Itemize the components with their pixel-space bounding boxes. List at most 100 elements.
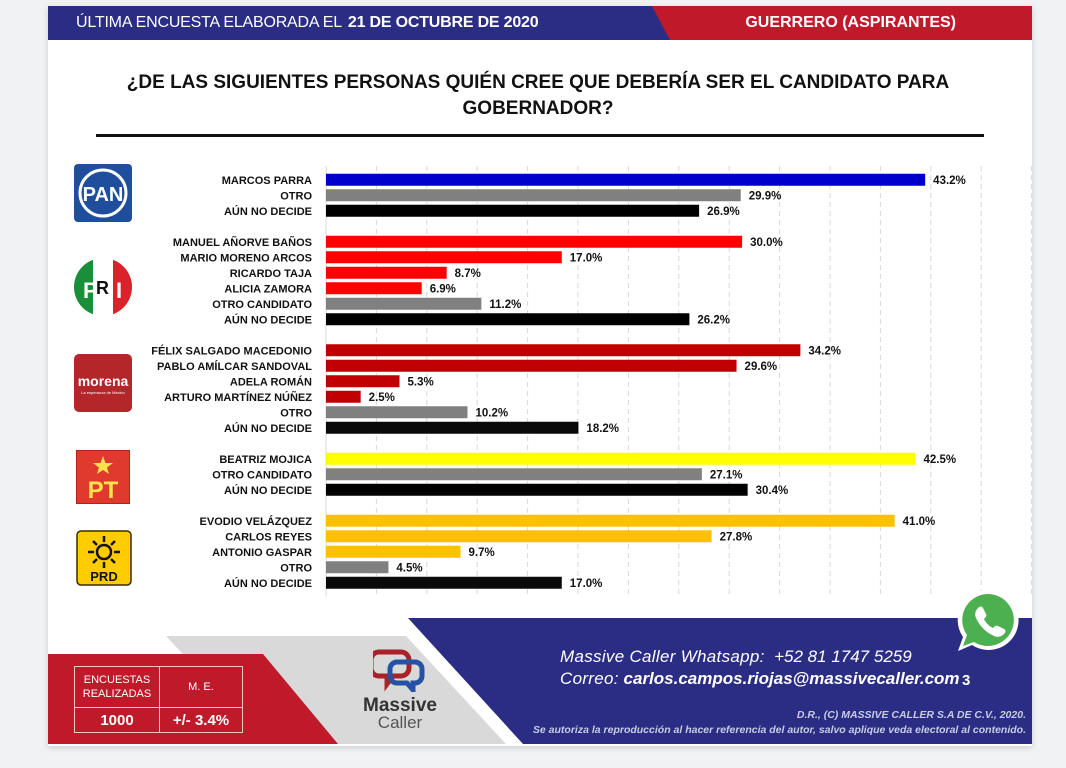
category-label: BEATRIZ MOJICA: [219, 454, 312, 466]
bar: [326, 375, 400, 388]
svg-text:R: R: [96, 278, 109, 298]
surveys-label: ENCUESTAS REALIZADAS: [74, 666, 160, 708]
category-label: FÉLIX SALGADO MACEDONIO: [151, 344, 312, 357]
category-label: ALICIA ZAMORA: [224, 283, 312, 295]
header-bar: ÚLTIMA ENCUESTA ELABORADA EL 21 DE OCTUBR…: [48, 6, 1032, 40]
group-pan: MARCOS PARRA 43.2% OTRO 29.9% AÚN NO DECIDE 2…: [222, 173, 966, 218]
data-label: 43.2%: [933, 175, 966, 187]
whatsapp-number[interactable]: +52 81 1747 5259: [774, 647, 912, 666]
category-label: AÚN NO DECIDE: [224, 484, 312, 497]
category-label: MANUEL AÑORVE BAÑOS: [173, 236, 312, 249]
data-label: 26.9%: [707, 206, 740, 218]
svg-text:morena: morena: [78, 373, 129, 389]
data-label: 2.5%: [369, 392, 395, 404]
brand-name-line1: Massive: [363, 695, 437, 716]
bar: [326, 297, 482, 310]
category-label: AÚN NO DECIDE: [224, 205, 312, 218]
email-label: Correo:: [560, 669, 619, 688]
data-label: 41.0%: [903, 516, 936, 528]
data-label: 30.0%: [750, 237, 783, 249]
bar: [326, 514, 895, 527]
bar: [326, 266, 447, 279]
survey-stats-table: ENCUESTAS REALIZADAS M. E. 1000 +/- 3.4%: [74, 666, 243, 733]
slide: ÚLTIMA ENCUESTA ELABORADA EL 21 DE OCTUBR…: [48, 6, 1032, 746]
group-morena: FÉLIX SALGADO MACEDONIO 34.2% PABLO AMÍLCA…: [151, 344, 841, 435]
header-red-tab: [652, 6, 1032, 40]
data-label: 5.3%: [408, 376, 434, 388]
bar: [326, 173, 926, 186]
bar: [326, 545, 461, 558]
page-number: 3: [962, 672, 971, 689]
bar: [326, 235, 743, 248]
svg-text:PRD: PRD: [90, 569, 117, 584]
bar: [326, 452, 916, 465]
data-label: 8.7%: [455, 268, 481, 280]
category-label: ANTONIO GASPAR: [212, 547, 312, 559]
bar: [326, 483, 748, 496]
bar: [326, 282, 422, 295]
category-label: AÚN NO DECIDE: [224, 313, 312, 326]
brand-name-line2: Caller: [377, 713, 423, 732]
bar: [326, 530, 712, 543]
copyright-line: D.R., (C) MASSIVE CALLER S.A DE C.V., 20…: [796, 709, 1026, 721]
whatsapp-icon[interactable]: [952, 586, 1024, 658]
legal-notice: D.R., (C) MASSIVE CALLER S.A DE C.V., 20…: [533, 708, 1026, 738]
whatsapp-label: Massive Caller Whatsapp:: [560, 647, 765, 666]
morena-logo-icon: morena La esperanza de México: [74, 354, 132, 412]
survey-date-prefix: ÚLTIMA ENCUESTA ELABORADA EL: [76, 14, 342, 31]
massive-caller-logo: Massive Caller: [360, 648, 440, 731]
data-label: 30.4%: [756, 485, 789, 497]
category-label: AÚN NO DECIDE: [224, 577, 312, 590]
category-label: RICARDO TAJA: [230, 268, 312, 280]
data-label: 18.2%: [586, 423, 619, 435]
email-link[interactable]: carlos.campos.riojas@massivecaller.com: [623, 669, 960, 688]
data-label: 17.0%: [570, 252, 603, 264]
bar: [326, 561, 389, 574]
data-label: 27.1%: [710, 469, 743, 481]
survey-date-text: ÚLTIMA ENCUESTA ELABORADA EL 21 DE OCTUBR…: [76, 14, 539, 32]
surveys-value: 1000: [74, 707, 160, 733]
pt-logo-icon: PT: [76, 450, 130, 504]
category-label: PABLO AMÍLCAR SANDOVAL: [157, 360, 312, 373]
category-label: OTRO: [280, 407, 312, 419]
group-prd: EVODIO VELÁZQUEZ 41.0% CARLOS REYES 27.8% AN…: [200, 514, 936, 590]
data-label: 26.2%: [697, 314, 730, 326]
chart-title: ¿DE LAS SIGUIENTES PERSONAS QUIÉN CREE Q…: [126, 72, 950, 119]
contact-info: Massive Caller Whatsapp: +52 81 1747 525…: [560, 646, 960, 690]
data-label: 9.7%: [469, 547, 495, 559]
margin-error-label: M. E.: [159, 666, 243, 708]
bar: [326, 204, 700, 217]
data-label: 17.0%: [570, 578, 603, 590]
data-label: 4.5%: [396, 562, 422, 574]
svg-text:PT: PT: [88, 477, 119, 504]
category-label: EVODIO VELÁZQUEZ: [200, 515, 313, 528]
svg-text:La esperanza de México: La esperanza de México: [81, 390, 125, 395]
footer-blue-band: [408, 618, 1032, 744]
data-label: 27.8%: [720, 531, 753, 543]
region-label: GUERRERO (ASPIRANTES): [745, 14, 956, 31]
reproduction-notice: Se autoriza la reproducción al hacer ref…: [532, 724, 1026, 736]
svg-text:P: P: [83, 278, 98, 303]
data-label: 11.2%: [489, 299, 521, 311]
speech-bubbles-icon: [368, 649, 425, 697]
category-label: OTRO: [280, 562, 312, 574]
prd-logo-icon: PRD: [76, 530, 132, 586]
group-pt: BEATRIZ MOJICA 42.5% OTRO CANDIDATO 27.1% AÚ…: [212, 452, 956, 497]
data-label: 34.2%: [808, 345, 841, 357]
pan-logo-icon: PAN: [74, 164, 132, 222]
group-pri: MANUEL AÑORVE BAÑOS 30.0% MARIO MORENO ARC…: [173, 235, 783, 326]
category-label: OTRO CANDIDATO: [212, 299, 312, 311]
category-label: ADELA ROMÁN: [230, 375, 312, 388]
bar: [326, 468, 702, 481]
bar: [326, 344, 801, 357]
category-label: MARCOS PARRA: [222, 175, 312, 187]
data-label: 29.9%: [749, 190, 782, 202]
bar: [326, 359, 737, 372]
category-label: ARTURO MARTÍNEZ NÚÑEZ: [164, 391, 312, 404]
bar-chart: MARCOS PARRA 43.2% OTRO 29.9% AÚN NO DECIDE 2…: [151, 166, 1032, 597]
bar: [326, 421, 579, 434]
svg-text:PAN: PAN: [83, 184, 124, 206]
bar: [326, 406, 468, 419]
category-label: OTRO: [280, 190, 312, 202]
pri-logo-icon: P R I: [74, 258, 132, 316]
